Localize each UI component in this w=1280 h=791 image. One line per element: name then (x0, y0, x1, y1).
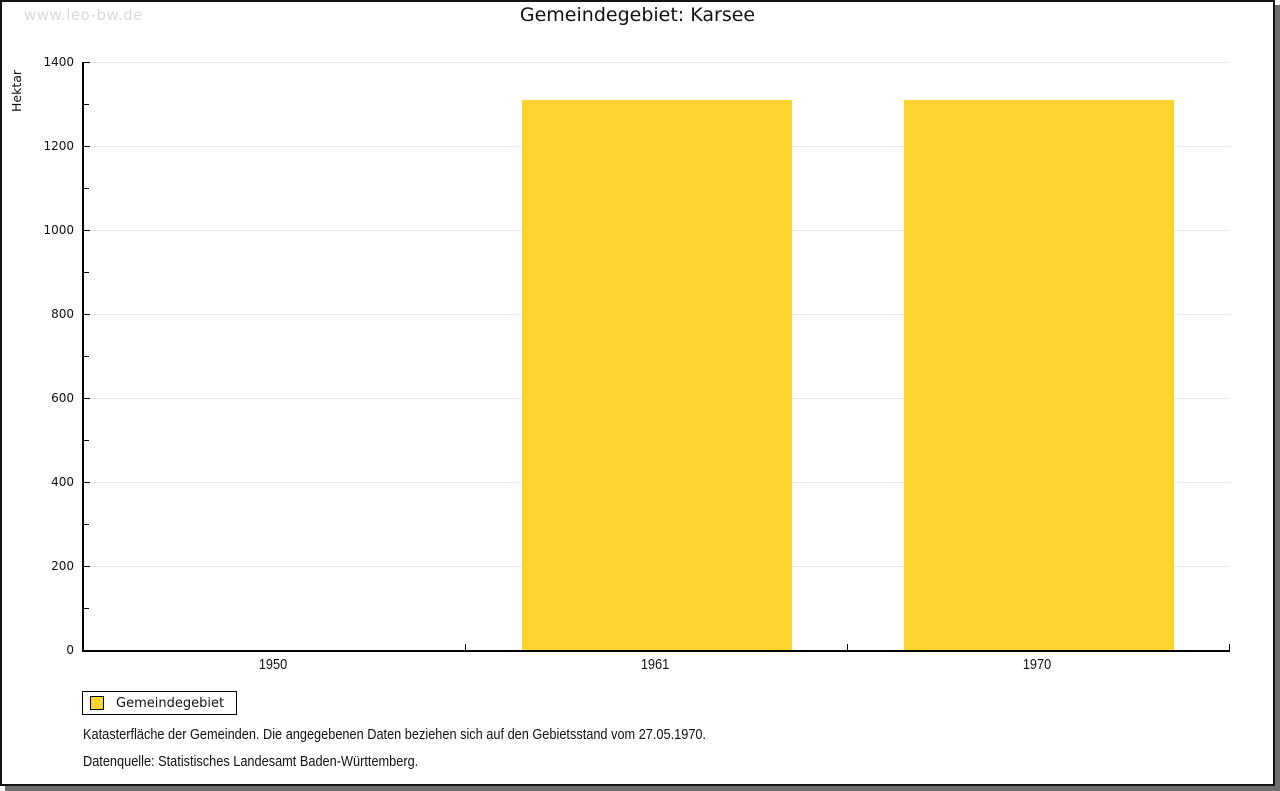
bar-1961 (522, 99, 792, 650)
y-tick-label: 1000 (43, 223, 74, 237)
footnote-description: Katasterfläche der Gemeinden. Die angege… (83, 726, 707, 743)
footnote-source: Datenquelle: Statistisches Landesamt Bad… (83, 753, 419, 770)
y-axis-major-tick (84, 482, 90, 483)
y-axis-minor-tick (84, 608, 89, 609)
y-axis-major-tick (84, 146, 90, 147)
x-tick-label: 1970 (1022, 656, 1052, 673)
y-tick-label: 1400 (43, 55, 74, 69)
y-axis-major-tick (84, 62, 90, 63)
y-axis-minor-tick (84, 524, 89, 525)
y-axis-minor-tick (84, 272, 89, 273)
y-axis-minor-tick (84, 104, 89, 105)
legend: Gemeindegebiet (82, 691, 238, 715)
x-axis-tick (465, 644, 466, 650)
legend-label: Gemeindegebiet (116, 695, 225, 711)
plot-area (82, 62, 1230, 652)
y-axis-minor-tick (84, 440, 89, 441)
legend-swatch (90, 696, 104, 710)
y-tick-label: 800 (51, 307, 74, 321)
y-tick-label: 600 (51, 391, 74, 405)
x-axis-tick-labels: 1950 1961 1970 (82, 656, 1228, 676)
y-axis-major-tick (84, 230, 90, 231)
bar-1970 (904, 99, 1174, 650)
y-axis-major-tick (84, 398, 90, 399)
y-axis-minor-tick (84, 188, 89, 189)
y-tick-label: 1200 (43, 139, 74, 153)
y-axis-label: Hektar (9, 69, 24, 112)
y-axis-minor-tick (84, 356, 89, 357)
gridline-1400 (84, 62, 1230, 63)
y-tick-label: 400 (51, 475, 74, 489)
x-tick-label: 1950 (258, 656, 288, 673)
chart-title: Gemeindegebiet: Karsee (519, 4, 756, 26)
x-tick-label: 1961 (640, 656, 670, 673)
x-axis-tick (847, 644, 848, 650)
watermark: www.leo-bw.de (24, 6, 143, 24)
x-axis-tick (1229, 644, 1230, 650)
y-tick-label: 200 (51, 559, 74, 573)
y-tick-label: 0 (66, 643, 74, 657)
y-axis-major-tick (84, 314, 90, 315)
y-axis-major-tick (84, 566, 90, 567)
